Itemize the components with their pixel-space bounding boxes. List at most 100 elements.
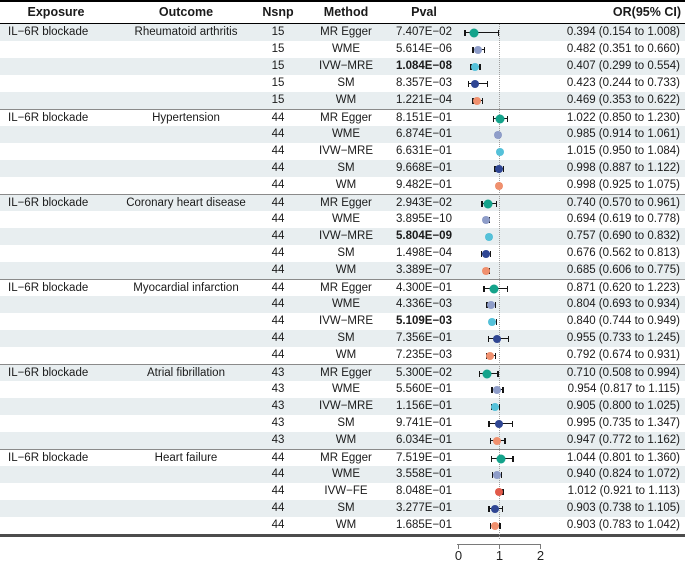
cell-exposure [0,432,112,449]
cell-plot [452,296,548,313]
cell-or-ci: 0.792 (0.674 to 0.931) [566,349,680,361]
table-row: 44 SM 1.498E−04 0.676 (0.562 to 0.813) [0,245,685,262]
cell-exposure: IL−6R blockade [8,282,89,294]
cell-outcome [112,211,260,228]
cell-or-ci: 0.998 (0.887 to 1.122) [566,162,680,174]
cell-outcome [112,228,260,245]
cell-outcome: Atrial fibrillation [147,367,225,379]
cell-exposure: IL−6R blockade [8,367,89,379]
cell-outcome [112,398,260,415]
header-outcome: Outcome [158,5,214,19]
cell-exposure [0,313,112,330]
cell-exposure [0,466,112,483]
table-row: 44 IVW−MRE 5.804E−09 0.757 (0.690 to 0.8… [0,228,685,245]
cell-method: MR Egger [320,452,372,464]
header-plot-spacer [452,2,548,23]
cell-pval: 4.300E−01 [396,282,452,294]
effect-point-marker [495,487,504,496]
cell-pval: 8.151E−01 [396,112,452,124]
cell-plot [452,75,548,92]
cell-nsnp: 44 [271,128,285,140]
cell-method: WME [331,213,361,225]
effect-point-marker [473,45,482,54]
cell-pval: 3.389E−07 [396,264,452,276]
cell-plot [452,500,548,517]
cell-or-ci: 0.995 (0.735 to 1.347) [566,417,680,429]
effect-point-marker [493,385,502,394]
cell-or-ci: 0.740 (0.570 to 0.961) [566,197,680,209]
cell-or-ci: 0.482 (0.351 to 0.660) [566,43,680,55]
cell-outcome [112,58,260,75]
cell-or-ci: 0.710 (0.508 to 0.994) [566,367,680,379]
cell-method: WM [335,179,357,191]
effect-point-marker [488,317,497,326]
cell-nsnp: 43 [271,434,285,446]
cell-outcome [112,177,260,194]
cell-method: WM [335,434,357,446]
cell-nsnp: 44 [271,264,285,276]
cell-pval: 2.943E−02 [396,197,452,209]
cell-nsnp: 44 [271,197,285,209]
cell-method: SM [337,417,355,429]
cell-outcome [112,41,260,58]
cell-plot [452,483,548,500]
effect-point-marker [495,147,504,156]
cell-nsnp: 44 [271,179,285,191]
cell-nsnp: 15 [271,43,285,55]
effect-point-marker [491,402,500,411]
cell-pval: 5.560E−01 [396,383,452,395]
cell-plot [452,313,548,330]
effect-point-marker [482,215,491,224]
header-method: Method [323,5,369,19]
cell-plot [452,110,548,127]
cell-exposure [0,160,112,177]
effect-point-marker [481,249,490,258]
cell-plot [452,195,548,212]
cell-or-ci: 0.840 (0.744 to 0.949) [566,315,680,327]
cell-outcome: Heart failure [154,452,218,464]
cell-outcome [112,75,260,92]
effect-point-marker [489,284,499,293]
effect-point-marker [469,28,479,37]
x-axis-tick-1 [499,544,501,549]
cell-or-ci: 0.985 (0.914 to 1.061) [566,128,680,140]
cell-method: SM [337,502,355,514]
cell-pval: 1.498E−04 [396,247,452,259]
cell-or-ci: 0.903 (0.738 to 1.105) [566,502,680,514]
cell-pval: 6.034E−01 [396,434,452,446]
cell-exposure [0,75,112,92]
cell-plot [452,381,548,398]
table-row: IL−6R blockade Coronary heart disease 44… [0,194,685,211]
table-row: IL−6R blockade Hypertension 44 MR Egger … [0,109,685,126]
effect-point-marker [485,232,494,241]
cell-method: WM [335,519,357,531]
cell-method: WME [331,383,361,395]
effect-point-marker [470,62,479,71]
cell-or-ci: 0.947 (0.772 to 1.162) [566,434,680,446]
cell-outcome [112,330,260,347]
cell-method: WME [331,43,361,55]
cell-method: IVW−FE [324,485,368,497]
cell-plot [452,58,548,75]
cell-plot [452,262,548,279]
cell-method: WME [331,468,361,480]
reference-line-or-1 [498,24,500,539]
cell-or-ci: 0.905 (0.800 to 1.025) [566,400,680,412]
cell-method: IVW−MRE [319,315,373,327]
table-row: 44 WME 3.558E−01 0.940 (0.824 to 1.072) [0,466,685,483]
cell-method: IVW−MRE [319,400,373,412]
cell-or-ci: 0.903 (0.783 to 1.042) [566,519,680,531]
cell-or-ci: 0.694 (0.619 to 0.778) [566,213,680,225]
cell-or-ci: 0.940 (0.824 to 1.072) [566,468,680,480]
table-row: 43 WME 5.560E−01 0.954 (0.817 to 1.115) [0,381,685,398]
cell-pval: 1.685E−01 [396,519,452,531]
cell-exposure [0,500,112,517]
cell-outcome [112,126,260,143]
table-row: 44 WM 9.482E−01 0.998 (0.925 to 1.075) [0,177,685,194]
table-row: 44 IVW−MRE 6.631E−01 1.015 (0.950 to 1.0… [0,143,685,160]
table-row: 44 IVW−MRE 5.109E−03 0.840 (0.744 to 0.9… [0,313,685,330]
cell-pval: 5.804E−09 [396,230,452,242]
table-row: 44 WME 4.336E−03 0.804 (0.693 to 0.934) [0,296,685,313]
cell-or-ci: 1.015 (0.950 to 1.084) [566,145,680,157]
